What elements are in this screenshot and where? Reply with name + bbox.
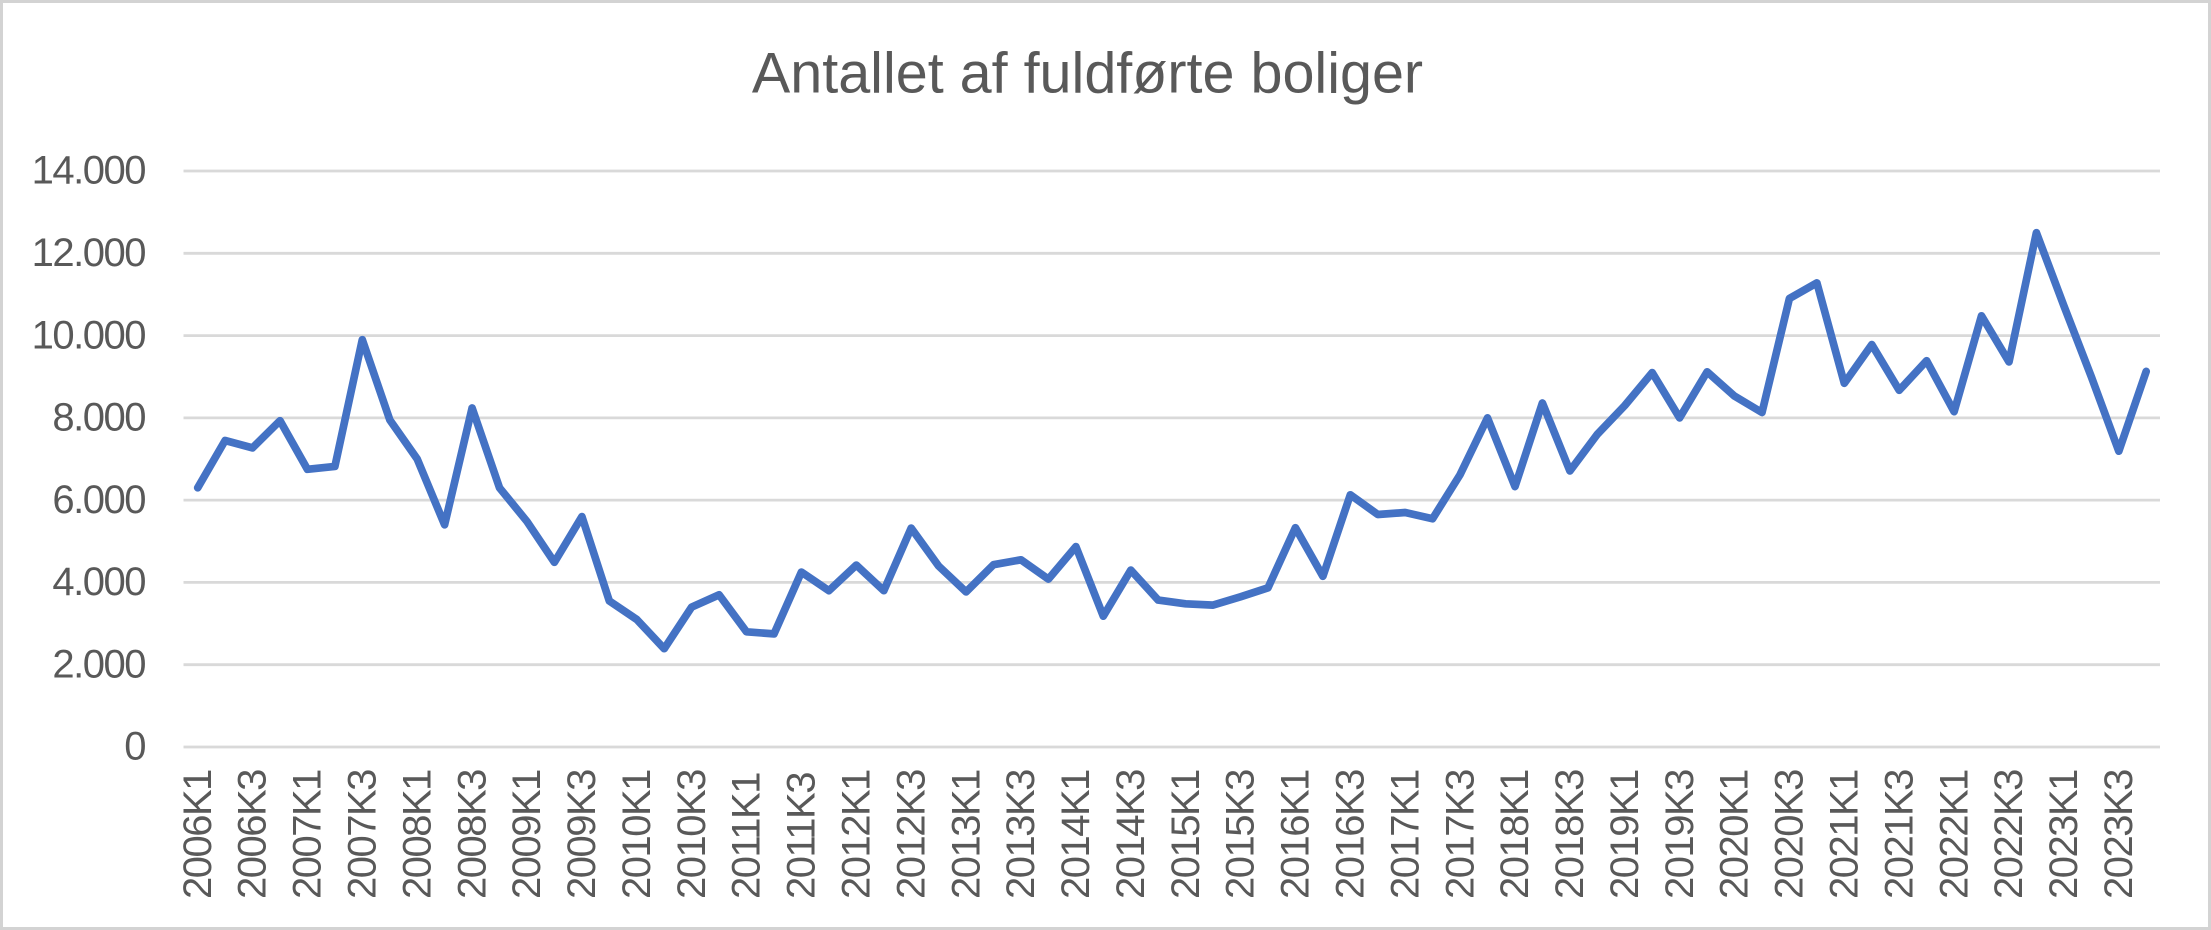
svg-text:14.000: 14.000 xyxy=(32,149,146,193)
svg-text:2019K3: 2019K3 xyxy=(1658,770,1702,899)
svg-text:2015K1: 2015K1 xyxy=(1164,770,1208,899)
svg-text:2011K3: 2011K3 xyxy=(780,773,824,899)
svg-text:2012K3: 2012K3 xyxy=(889,770,933,899)
svg-text:2022K1: 2022K1 xyxy=(1932,770,1976,899)
svg-text:2014K3: 2014K3 xyxy=(1109,770,1153,899)
svg-text:2023K3: 2023K3 xyxy=(2097,770,2141,899)
svg-text:2013K1: 2013K1 xyxy=(944,770,988,899)
svg-text:2021K3: 2021K3 xyxy=(1877,770,1921,899)
svg-text:2023K1: 2023K1 xyxy=(2042,770,2086,899)
svg-text:6.000: 6.000 xyxy=(52,478,145,522)
svg-text:2007K1: 2007K1 xyxy=(286,770,330,899)
svg-text:4.000: 4.000 xyxy=(52,560,145,604)
svg-text:2011K1: 2011K1 xyxy=(725,773,769,899)
svg-text:2.000: 2.000 xyxy=(52,642,145,686)
svg-text:2013K3: 2013K3 xyxy=(999,770,1043,899)
svg-text:12.000: 12.000 xyxy=(32,231,146,275)
svg-text:2020K3: 2020K3 xyxy=(1768,770,1812,899)
svg-text:2009K1: 2009K1 xyxy=(505,770,549,899)
svg-text:2017K1: 2017K1 xyxy=(1383,770,1427,899)
svg-text:2015K3: 2015K3 xyxy=(1219,770,1263,899)
svg-text:2012K1: 2012K1 xyxy=(835,770,879,899)
svg-text:2016K3: 2016K3 xyxy=(1329,770,1373,899)
svg-text:2007K3: 2007K3 xyxy=(341,770,385,899)
svg-text:2018K1: 2018K1 xyxy=(1493,770,1537,899)
svg-text:10.000: 10.000 xyxy=(32,313,146,357)
svg-text:2008K1: 2008K1 xyxy=(395,770,439,899)
svg-text:2009K3: 2009K3 xyxy=(560,770,604,899)
svg-text:2016K1: 2016K1 xyxy=(1274,770,1318,899)
svg-text:Antallet af fuldførte boliger: Antallet af fuldførte boliger xyxy=(752,42,1423,106)
svg-text:2008K3: 2008K3 xyxy=(450,770,494,899)
svg-text:2006K3: 2006K3 xyxy=(231,770,275,899)
svg-text:2010K3: 2010K3 xyxy=(670,770,714,899)
svg-text:2014K1: 2014K1 xyxy=(1054,770,1098,899)
svg-text:2010K1: 2010K1 xyxy=(615,770,659,899)
svg-text:2017K3: 2017K3 xyxy=(1438,770,1482,899)
svg-text:0: 0 xyxy=(124,725,145,769)
svg-text:8.000: 8.000 xyxy=(52,396,145,440)
svg-text:2018K3: 2018K3 xyxy=(1548,770,1592,899)
svg-text:2022K3: 2022K3 xyxy=(1987,770,2031,899)
svg-text:2021K1: 2021K1 xyxy=(1823,770,1867,899)
svg-text:2020K1: 2020K1 xyxy=(1713,770,1757,899)
svg-text:2019K1: 2019K1 xyxy=(1603,770,1647,899)
svg-text:2006K1: 2006K1 xyxy=(176,770,220,899)
